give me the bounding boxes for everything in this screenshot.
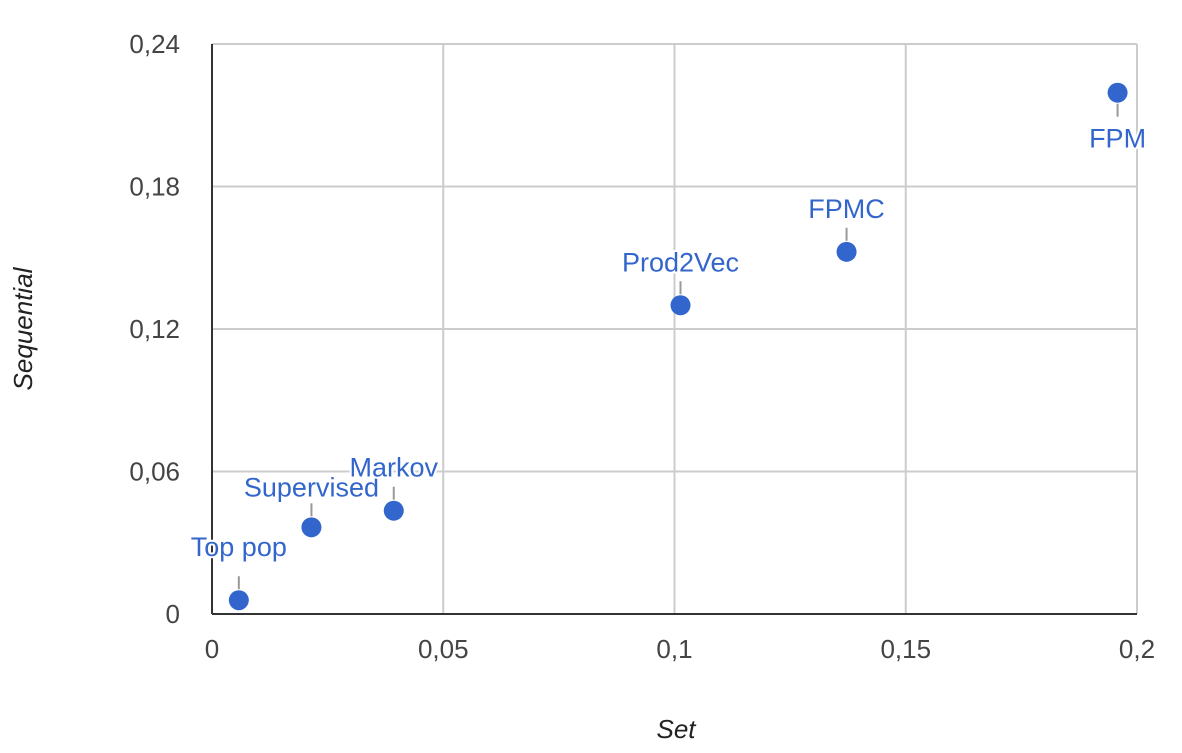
data-point [836,241,857,262]
data-point [383,500,404,521]
x-tick-label: 0,1 [656,634,692,664]
data-point [301,517,322,538]
y-tick-label: 0 [166,599,180,629]
data-point [1107,82,1128,103]
data-point-label: Supervised [244,472,379,502]
tick-labels: 0 0,05 0,1 0,15 0,2 0 0,06 0,12 0,18 0,24 [129,29,1155,664]
data-point-label: Markov [350,453,439,483]
data-point-label: FPMC [808,194,885,224]
axes [211,44,1137,615]
x-tick-label: 0,2 [1119,634,1155,664]
x-tick-label: 0 [205,634,219,664]
y-tick-label: 0,12 [129,314,180,344]
x-tick-label: 0,05 [418,634,469,664]
y-tick-label: 0,24 [129,29,180,59]
data-point-label: Prod2Vec [622,247,739,277]
y-tick-label: 0,18 [129,172,180,202]
data-point-label: Top pop [191,532,287,562]
y-axis-title: Sequential [8,266,38,390]
y-tick-label: 0,06 [129,457,180,487]
x-tick-label: 0,15 [880,634,931,664]
data-point [228,590,249,611]
x-axis-title: Set [656,714,697,744]
data-point [670,295,691,316]
grid-lines [212,43,1138,614]
data-point-label: FPM [1089,124,1146,154]
